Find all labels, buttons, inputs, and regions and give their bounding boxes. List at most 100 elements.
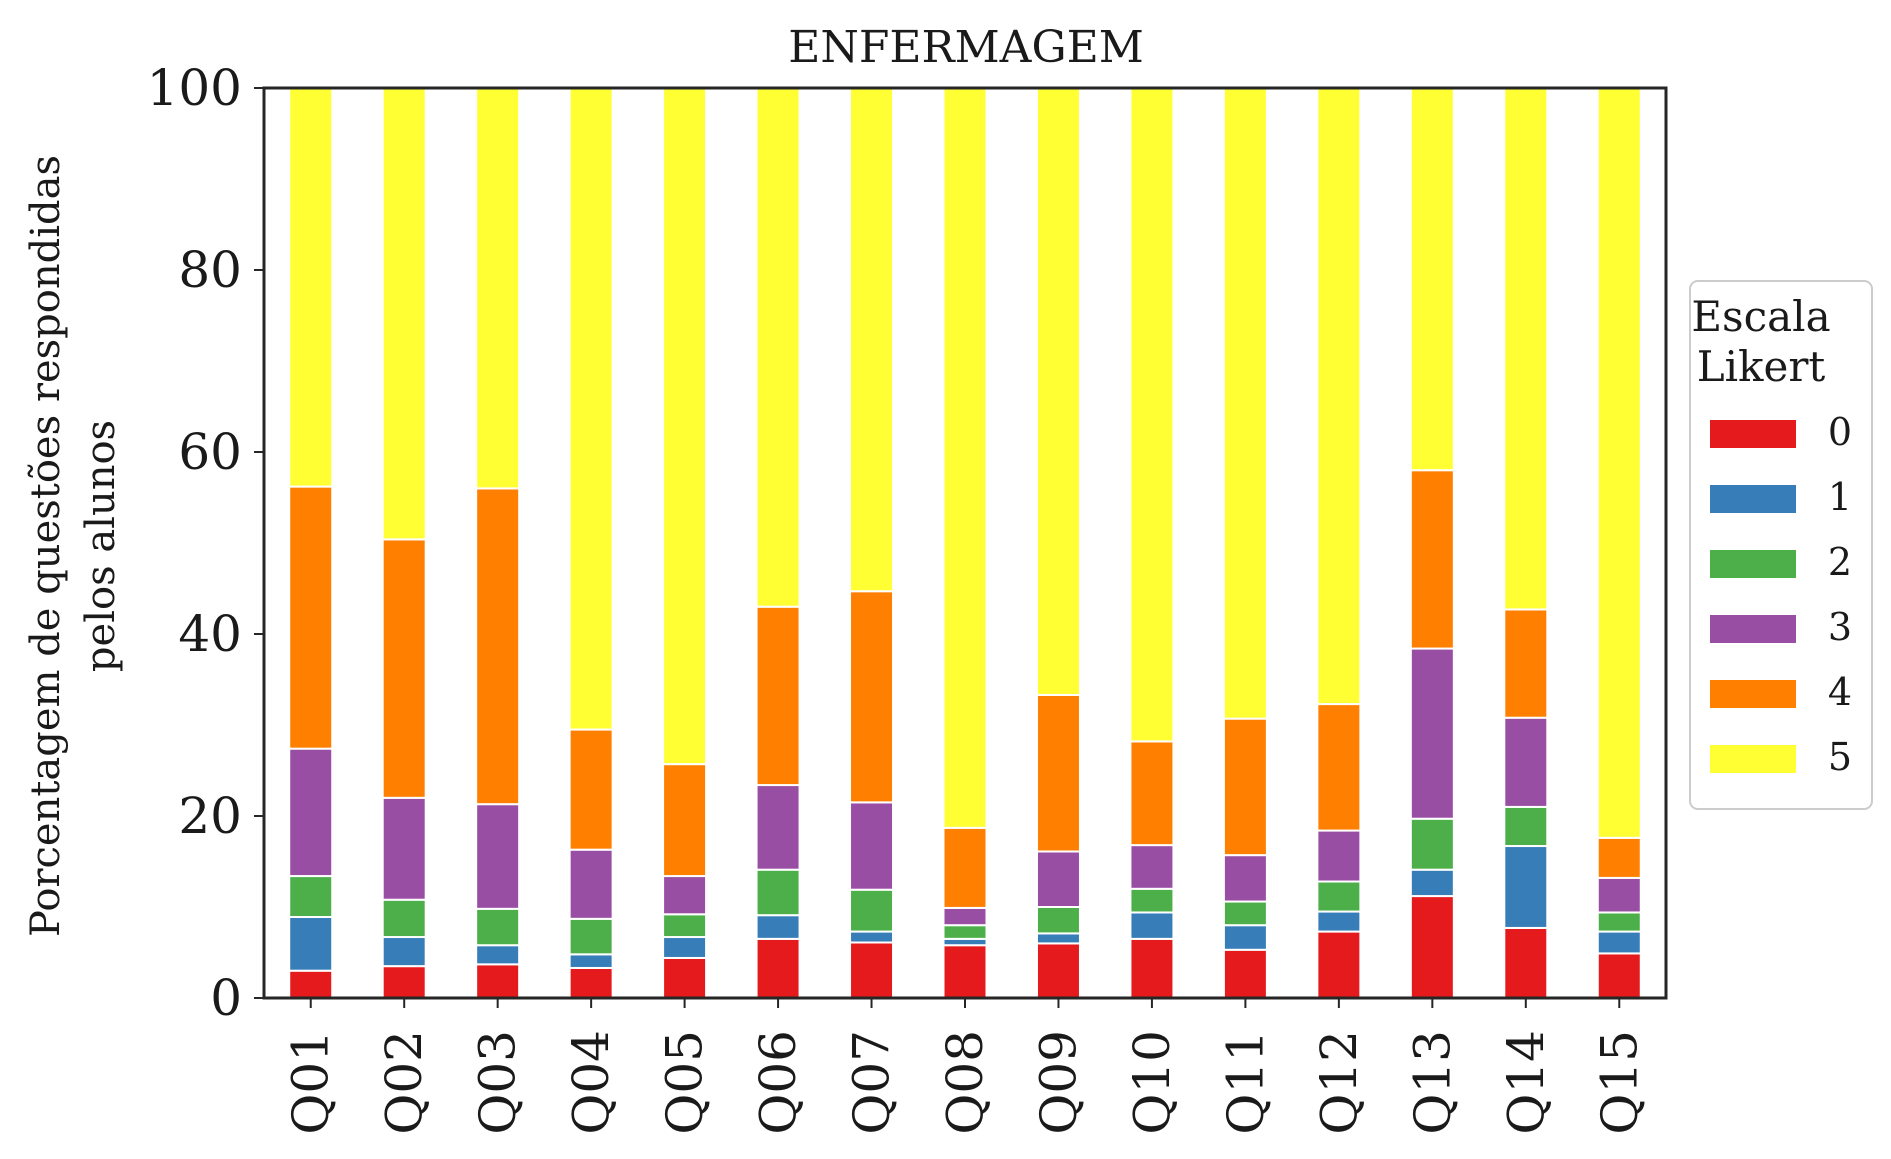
y-tick-label: 40: [178, 605, 242, 663]
bar-segment-q08-level-5: [942, 87, 988, 829]
y-tick-label: 0: [210, 969, 242, 1027]
bar-segment-q06-level-1: [755, 914, 801, 940]
bar-segment-q11-level-5: [1222, 87, 1268, 720]
x-tick-label-q15: Q15: [1590, 1030, 1648, 1135]
bar-segment-q15-level-2: [1596, 911, 1642, 933]
x-tick-label-q05: Q05: [656, 1030, 714, 1135]
bar-segment-q13-level-0: [1409, 895, 1455, 1000]
bar-segment-q03-level-3: [475, 803, 521, 910]
x-tick-label-q01: Q01: [282, 1030, 340, 1135]
bar-segment-q08-level-3: [942, 906, 988, 927]
plot-frame: [262, 86, 1668, 1000]
bar-segment-q05-level-0: [662, 956, 708, 1000]
bar-segment-q12-level-4: [1316, 703, 1362, 832]
legend-box: [1689, 280, 1873, 810]
bar-segment-q14-level-2: [1503, 805, 1549, 848]
bar-segment-q10-level-4: [1129, 740, 1175, 847]
bar-segment-q10-level-1: [1129, 911, 1175, 940]
bar-segment-q10-level-0: [1129, 937, 1175, 999]
bar-segment-q07-level-0: [849, 941, 895, 999]
bar-segment-q05-level-2: [662, 913, 708, 939]
x-tick-label-q12: Q12: [1310, 1030, 1368, 1135]
bar-segment-q06-level-5: [755, 87, 801, 608]
legend-label-3: 3: [1828, 605, 1852, 649]
bar-segment-q12-level-0: [1316, 930, 1362, 1000]
bar-segment-q05-level-5: [662, 87, 708, 766]
y-ticks: 0 20 40 60 80 100: [147, 59, 264, 1027]
bar-segment-q02-level-1: [381, 936, 427, 968]
bar-segment-q01-level-2: [288, 875, 334, 919]
bar-segment-q08-level-0: [942, 944, 988, 999]
bar-segment-q08-level-2: [942, 924, 988, 940]
legend-items: 0 1 2 3 4 5: [1710, 410, 1852, 779]
legend-swatch-4: [1710, 680, 1796, 708]
x-tick-label-q04: Q04: [562, 1030, 620, 1135]
bar-segment-q04-level-1: [568, 953, 614, 969]
x-tick-label-q14: Q14: [1497, 1030, 1555, 1135]
bar-segment-q15-level-0: [1596, 952, 1642, 999]
bar-segment-q07-level-3: [849, 801, 895, 891]
bar-segment-q06-level-2: [755, 868, 801, 917]
y-axis-label-line-1: Porcentagem de questões respondidas: [23, 155, 69, 937]
bars-layer: [288, 87, 1642, 1000]
bar-segment-q12-level-3: [1316, 829, 1362, 883]
bar-segment-q11-level-3: [1222, 854, 1268, 903]
x-tick-label-q07: Q07: [843, 1030, 901, 1135]
bar-segment-q10-level-3: [1129, 844, 1175, 890]
legend-label-1: 1: [1828, 475, 1852, 519]
bar-segment-q09-level-3: [1035, 850, 1081, 908]
bar-segment-q04-level-4: [568, 728, 614, 851]
bar-segment-q15-level-4: [1596, 836, 1642, 879]
bar-segment-q11-level-4: [1222, 717, 1268, 857]
bar-segment-q09-level-5: [1035, 87, 1081, 696]
bar-segment-q10-level-2: [1129, 887, 1175, 914]
bar-segment-q10-level-5: [1129, 87, 1175, 743]
bar-segment-q02-level-5: [381, 87, 427, 541]
bar-segment-q12-level-5: [1316, 87, 1362, 706]
x-tick-label-q03: Q03: [469, 1030, 527, 1135]
bar-segment-q13-level-5: [1409, 87, 1455, 472]
bar-segment-q06-level-3: [755, 784, 801, 871]
bar-segment-q02-level-2: [381, 898, 427, 939]
legend-label-4: 4: [1828, 670, 1852, 714]
x-tick-label-q10: Q10: [1123, 1030, 1181, 1135]
x-tick-label-q11: Q11: [1216, 1030, 1274, 1135]
y-tick-label: 80: [178, 241, 242, 299]
bar-segment-q11-level-1: [1222, 924, 1268, 951]
bar-segment-q03-level-0: [475, 963, 521, 1000]
legend-swatch-1: [1710, 485, 1796, 513]
legend-label-0: 0: [1828, 410, 1852, 454]
bar-segment-q11-level-2: [1222, 900, 1268, 927]
bar-segment-q04-level-2: [568, 917, 614, 956]
x-tick-label-q13: Q13: [1403, 1030, 1461, 1135]
bar-segment-q01-level-3: [288, 747, 334, 878]
bar-segment-q05-level-1: [662, 936, 708, 959]
legend-title-line-1: Escala: [1691, 292, 1830, 341]
bar-segment-q01-level-1: [288, 916, 334, 972]
bar-segment-q06-level-4: [755, 605, 801, 787]
x-tick-label-q02: Q02: [375, 1030, 433, 1135]
legend-label-5: 5: [1828, 735, 1852, 779]
bar-segment-q14-level-4: [1503, 608, 1549, 719]
bar-segment-q03-level-2: [475, 907, 521, 947]
bar-segment-q11-level-0: [1222, 948, 1268, 1000]
bar-segment-q04-level-0: [568, 966, 614, 999]
legend: Escala Likert 0 1 2 3 4 5: [1689, 280, 1873, 810]
bar-segment-q02-level-0: [381, 965, 427, 1000]
bar-segment-q03-level-4: [475, 487, 521, 806]
bar-segment-q02-level-4: [381, 538, 427, 799]
bar-segment-q14-level-5: [1503, 87, 1549, 611]
bar-segment-q04-level-5: [568, 87, 614, 731]
bar-segment-q15-level-3: [1596, 876, 1642, 914]
bar-segment-q13-level-3: [1409, 647, 1455, 820]
y-tick-label: 60: [178, 423, 242, 481]
bar-segment-q08-level-4: [942, 826, 988, 909]
y-tick-label: 20: [178, 787, 242, 845]
bar-segment-q13-level-2: [1409, 817, 1455, 871]
legend-label-2: 2: [1828, 540, 1852, 584]
legend-swatch-2: [1710, 550, 1796, 578]
legend-swatch-0: [1710, 420, 1796, 448]
bar-segment-q09-level-4: [1035, 693, 1081, 853]
bar-segment-q06-level-0: [755, 937, 801, 999]
